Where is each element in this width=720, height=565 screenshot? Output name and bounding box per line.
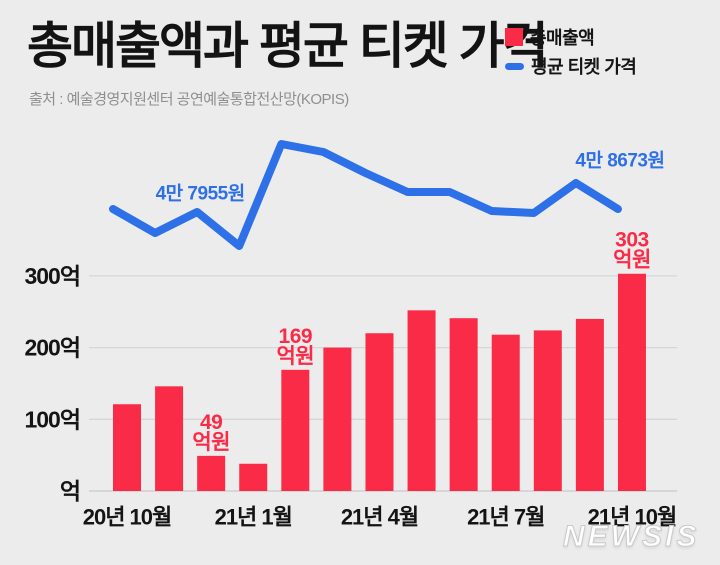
ticket-price-label: 4만 7955원	[156, 183, 245, 205]
bar-value-label: 49	[200, 411, 222, 434]
y-tick-label: 100억	[24, 406, 80, 432]
sales-bar-7	[407, 310, 436, 491]
sales-bar-11	[575, 318, 604, 491]
chart-title: 총매출액과 평균 티켓 가격	[27, 18, 549, 74]
bar-value-label: 억원	[613, 249, 651, 272]
legend-item-ticket-price: 평균 티켓 가격	[505, 56, 637, 77]
ticket-price-swatch-icon	[505, 62, 524, 70]
sales-bar-12	[617, 273, 646, 491]
x-tick-label: 20년 10월	[83, 505, 172, 530]
sales-bar-1	[155, 386, 184, 491]
sales-bar-4	[281, 369, 310, 491]
y-tick-label: 200억	[24, 335, 80, 361]
x-tick-label: 21년 7월	[467, 505, 544, 530]
sales-bar-3	[239, 463, 268, 491]
bar-value-label: 303	[615, 229, 649, 252]
y-tick-label: 300억	[24, 263, 80, 289]
sales-bar-5	[323, 347, 352, 491]
sales-bar-10	[533, 330, 562, 491]
x-tick-label: 21년 10월	[588, 505, 677, 530]
bar-value-label: 169	[279, 325, 313, 348]
legend: 총매출액 평균 티켓 가격	[505, 27, 637, 77]
newsis-watermark: NEWSIS	[562, 520, 700, 554]
ticket-price-label: 4만 8673원	[575, 150, 664, 172]
x-tick-label: 21년 4월	[341, 505, 418, 530]
sales-bar-9	[491, 334, 520, 491]
legend-label-sales: 총매출액	[530, 28, 595, 48]
legend-item-sales: 총매출액	[505, 27, 636, 48]
bar-value-label: 억원	[276, 345, 314, 368]
sales-bar-8	[449, 318, 478, 491]
source-credit: 출처 : 예술경영지원센터 공연예술통합전산망(KOPIS)	[29, 91, 349, 108]
legend-label-ticket-price: 평균 티켓 가격	[531, 57, 637, 77]
sales-bar-0	[113, 404, 141, 491]
ticket-price-line	[109, 140, 622, 250]
x-tick-label: 21년 1월	[215, 505, 292, 530]
y-tick-label: 억	[60, 478, 80, 504]
sales-bar-2	[197, 455, 226, 491]
sales-swatch-icon	[505, 28, 523, 46]
sales-bar-6	[365, 333, 394, 491]
bar-value-label: 억원	[192, 431, 230, 454]
